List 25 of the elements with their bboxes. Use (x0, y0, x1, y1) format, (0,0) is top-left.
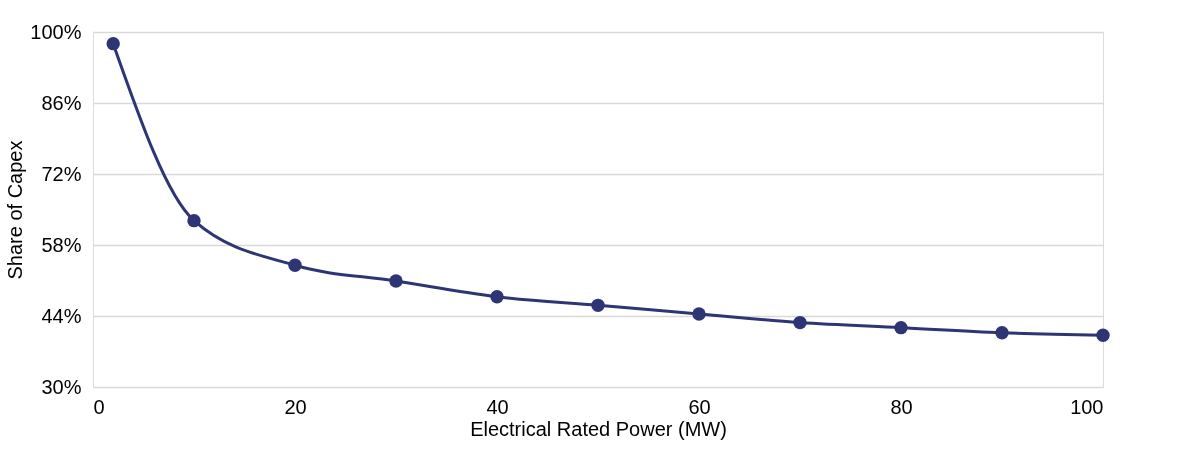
y-tick-label: 86% (41, 91, 82, 114)
point (1096, 328, 1110, 342)
y-tick-label: 100% (30, 20, 82, 43)
point (692, 307, 706, 321)
x-tick-label: 60 (688, 395, 711, 418)
x-axis-title: Electrical Rated Power (MW) (470, 417, 727, 440)
x-tick-label: 20 (284, 395, 307, 418)
point (490, 290, 504, 304)
point (793, 315, 807, 330)
point (187, 213, 201, 228)
y-tick-label: 58% (41, 233, 82, 256)
point (995, 326, 1009, 340)
point (894, 320, 908, 335)
y-tick-label: 44% (41, 304, 82, 327)
x-tick-label: 0 (93, 395, 105, 418)
x-tick-label: 80 (890, 395, 913, 418)
y-tick-label: 72% (41, 162, 82, 185)
point (591, 298, 605, 313)
x-tick-label: 40 (486, 395, 509, 418)
point (106, 36, 120, 51)
y-tick-label: 30% (41, 375, 82, 398)
point (389, 274, 403, 288)
y-axis-title: Share of Capex (4, 140, 27, 280)
point (288, 258, 302, 272)
x-tick-label: 100 (1070, 395, 1104, 418)
